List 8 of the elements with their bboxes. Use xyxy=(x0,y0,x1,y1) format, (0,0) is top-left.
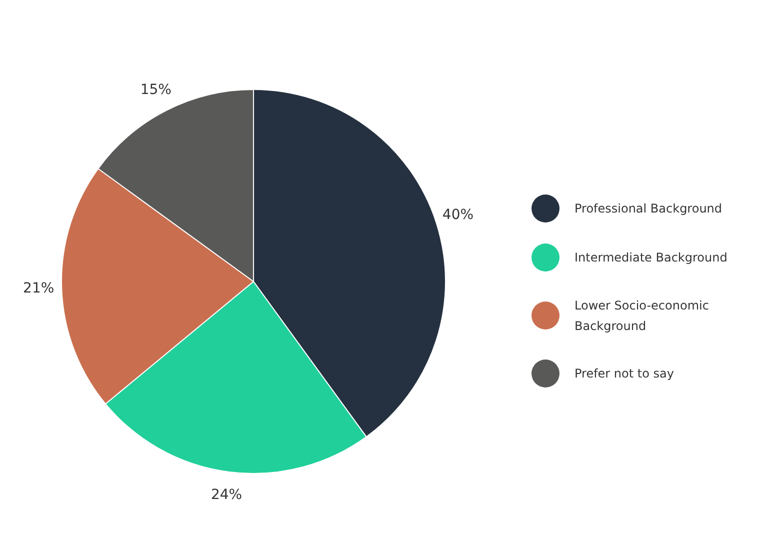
legend-label: Intermediate Background xyxy=(574,250,728,264)
data-label: 24% xyxy=(210,486,242,503)
data-label: 21% xyxy=(23,280,54,296)
legend-label: Prefer not to say xyxy=(574,366,674,380)
data-label: 40% xyxy=(442,207,474,224)
data-label: 15% xyxy=(140,82,172,98)
legend-label: Professional Background xyxy=(574,202,722,216)
legend-label: Lower Socio-economic Background xyxy=(574,298,709,333)
